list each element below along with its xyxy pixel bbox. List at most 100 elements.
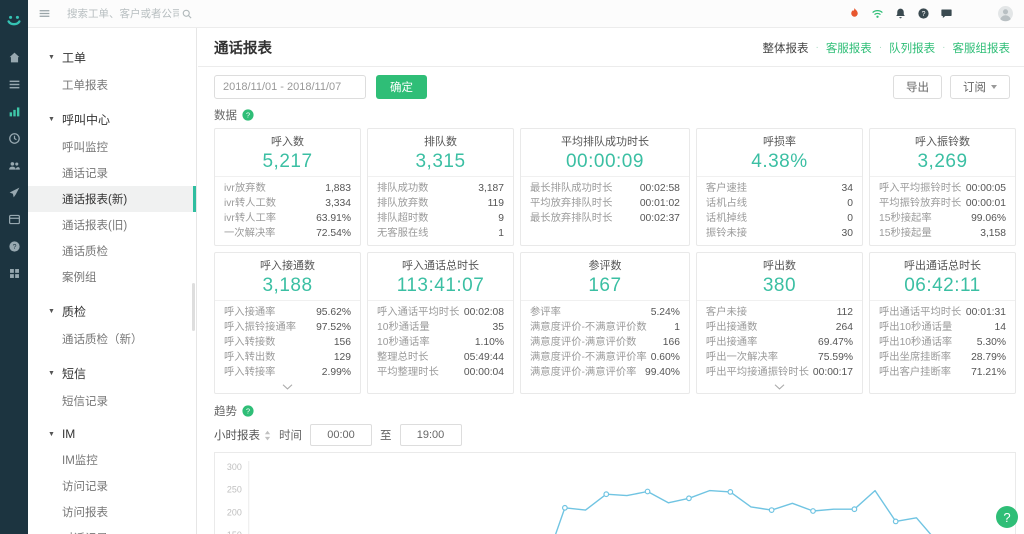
analytics-icon[interactable] bbox=[0, 98, 28, 125]
sidebar-item[interactable]: 呼叫监控 bbox=[62, 142, 108, 154]
detail-row: 呼入接通率 95.62% bbox=[224, 305, 351, 320]
help-circle-icon[interactable]: ? bbox=[917, 7, 930, 20]
detail-value: 00:02:08 bbox=[463, 307, 505, 318]
svg-text:250: 250 bbox=[227, 485, 242, 495]
detail-row: 呼出10秒通话率 5.30% bbox=[879, 335, 1006, 350]
topbar-right: ? bbox=[838, 5, 1024, 22]
help-icon[interactable]: ? bbox=[0, 233, 28, 260]
detail-row: 呼入转接数 156 bbox=[224, 335, 351, 350]
tab-report-2[interactable]: 队列报表 bbox=[889, 42, 936, 55]
sidebar-item[interactable]: IM监控 bbox=[62, 455, 98, 467]
detail-row: 呼入平均振铃时长 00:00:05 bbox=[879, 181, 1006, 196]
expand-chevron-icon[interactable] bbox=[697, 384, 862, 393]
help-fab-button[interactable]: ? bbox=[996, 506, 1018, 528]
svg-text:200: 200 bbox=[227, 507, 242, 517]
report-type-selector[interactable]: 小时报表 bbox=[214, 427, 271, 443]
bell-icon[interactable] bbox=[894, 7, 907, 20]
detail-row: 呼入转接率 2.99% bbox=[224, 365, 351, 380]
detail-label: 满意度评价-不满意评价数 bbox=[530, 322, 647, 333]
detail-value: 35 bbox=[492, 322, 505, 333]
detail-value: 99.06% bbox=[971, 213, 1006, 224]
detail-value: 71.21% bbox=[971, 367, 1006, 378]
sort-icon bbox=[264, 430, 271, 441]
campaigns-icon[interactable] bbox=[0, 179, 28, 206]
avatar[interactable] bbox=[997, 5, 1014, 22]
wifi-icon[interactable] bbox=[871, 7, 884, 20]
sidebar-item[interactable]: 通话质检 bbox=[62, 246, 108, 258]
detail-value: 166 bbox=[662, 337, 680, 348]
detail-label: 振铃未接 bbox=[705, 228, 748, 239]
detail-row: 呼出接通数 264 bbox=[706, 320, 853, 335]
sidebar-item[interactable]: 通话报表(新) bbox=[28, 186, 196, 212]
sidebar-item[interactable]: 短信记录 bbox=[62, 396, 108, 408]
question-circle-icon[interactable]: ? bbox=[242, 109, 254, 121]
confirm-button[interactable]: 确定 bbox=[376, 75, 427, 99]
detail-row: ivr转人工率 63.91% bbox=[224, 211, 351, 226]
detail-label: 呼出平均接通振铃时长 bbox=[705, 367, 809, 378]
sidebar-section-header[interactable]: ▼ 工单 bbox=[28, 43, 196, 72]
detail-label: 呼出坐席挂断率 bbox=[878, 352, 952, 363]
menu-icon[interactable] bbox=[38, 7, 51, 20]
sidebar-item[interactable]: 案例组 bbox=[62, 272, 97, 284]
modules-icon[interactable] bbox=[0, 260, 28, 287]
search-input[interactable] bbox=[65, 6, 181, 21]
chat-icon[interactable] bbox=[940, 7, 953, 20]
detail-value: 00:02:58 bbox=[639, 183, 680, 194]
detail-label: 话机占线 bbox=[705, 198, 748, 209]
sidebar-item[interactable]: 对话记录 bbox=[28, 525, 196, 534]
sidebar-section-header[interactable]: ▼ 质检 bbox=[28, 297, 196, 326]
brand-logo-icon[interactable] bbox=[0, 6, 28, 36]
sidebar-section-header[interactable]: ▼ 呼叫中心 bbox=[28, 105, 196, 134]
metric-card: 参评数 167 参评率 5.24% 满意度评价-不满意评价数 1 满意度评价-满意评价数 16… bbox=[520, 252, 690, 394]
sidebar-section-header[interactable]: ▼ IM bbox=[28, 421, 196, 447]
detail-row: 呼入振铃接通率 97.52% bbox=[224, 320, 351, 335]
tab-report-0[interactable]: 整体报表 bbox=[762, 42, 809, 55]
home-icon[interactable] bbox=[0, 44, 28, 71]
export-button[interactable]: 导出 bbox=[893, 75, 942, 99]
metric-title: 呼入接通数 bbox=[260, 260, 315, 272]
call-center-icon[interactable] bbox=[0, 125, 28, 152]
search-icon[interactable] bbox=[181, 8, 193, 20]
detail-value: 1,883 bbox=[325, 183, 351, 194]
tab-separator: · bbox=[815, 42, 819, 53]
metric-card: 呼损率 4.38% 客户速挂 34 话机占线 0 话机掉线 0 振铃未接 30 bbox=[695, 128, 863, 246]
metric-value: 3,315 bbox=[415, 151, 466, 172]
triangle-down-icon: ▼ bbox=[48, 54, 55, 61]
detail-label: 无客服在线 bbox=[377, 228, 429, 239]
sidebar-item[interactable]: 通话报表(旧) bbox=[62, 220, 128, 232]
customers-icon[interactable] bbox=[0, 152, 28, 179]
date-range-input[interactable] bbox=[214, 75, 366, 99]
sidebar-section-header[interactable]: ▼ 短信 bbox=[28, 359, 196, 388]
subscribe-button[interactable]: 订阅 bbox=[950, 75, 1010, 99]
sidebar-item[interactable]: 通话记录 bbox=[62, 168, 108, 180]
detail-label: 呼入转出数 bbox=[224, 352, 276, 363]
tab-report-1[interactable]: 客服报表 bbox=[825, 42, 872, 55]
expand-chevron-icon[interactable] bbox=[215, 384, 360, 393]
detail-row: 满意度评价-满意评价数 166 bbox=[530, 335, 680, 350]
trend-chart-card: 50100150200250300 bbox=[214, 452, 1016, 534]
sidebar-item[interactable]: 访问报表 bbox=[62, 507, 108, 519]
detail-value: 3,334 bbox=[325, 198, 351, 209]
detail-value: 28.79% bbox=[971, 352, 1006, 363]
time-to-input[interactable] bbox=[399, 424, 462, 446]
sidebar-item[interactable]: 工单报表 bbox=[62, 80, 108, 92]
detail-label: 呼入转接率 bbox=[224, 367, 276, 378]
apps-icon[interactable] bbox=[0, 206, 28, 233]
metric-card: 排队数 3,315 排队成功数 3,187 排队放弃数 119 排队超时数 9 无客服在线 1 bbox=[367, 128, 515, 246]
metric-card: 呼入接通数 3,188 呼入接通率 95.62% 呼入振铃接通率 97.52% 呼入转接数 1… bbox=[214, 252, 361, 394]
tab-report-3[interactable]: 客服组报表 bbox=[952, 42, 1011, 55]
sidebar-item[interactable]: 访问记录 bbox=[62, 481, 108, 493]
tab-separator: · bbox=[942, 42, 946, 53]
sidebar-item[interactable]: 通话质检（新） bbox=[62, 334, 143, 346]
tickets-icon[interactable] bbox=[0, 71, 28, 98]
detail-label: 呼出接通率 bbox=[705, 337, 758, 348]
detail-row: 呼出客户挂断率 71.21% bbox=[879, 365, 1006, 380]
metric-details: 呼入通话平均时长 00:02:08 10秒通话量 35 10秒通话率 1.10% 整理总时长… bbox=[368, 301, 513, 393]
sidebar-section: ▼ 质检通话质检（新） bbox=[28, 297, 196, 352]
question-circle-icon[interactable]: ? bbox=[242, 405, 254, 417]
detail-label: 平均振铃放弃时长 bbox=[878, 198, 962, 209]
sidebar-section: ▼ 工单工单报表 bbox=[28, 43, 196, 98]
sidebar-scrollbar[interactable] bbox=[192, 283, 195, 331]
detail-label: 排队超时数 bbox=[377, 213, 429, 224]
time-from-input[interactable] bbox=[310, 424, 372, 446]
